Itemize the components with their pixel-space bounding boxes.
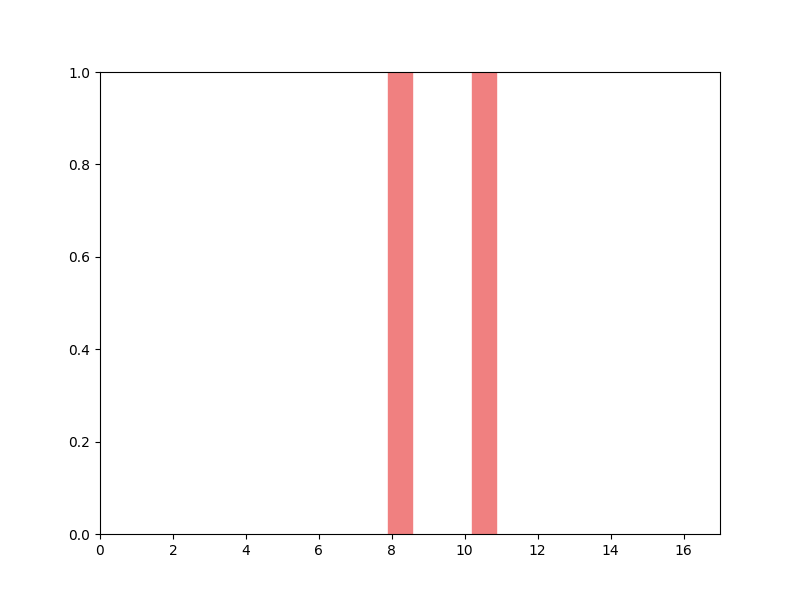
- Bar: [388, 72, 412, 534]
- Bar: [472, 72, 496, 534]
